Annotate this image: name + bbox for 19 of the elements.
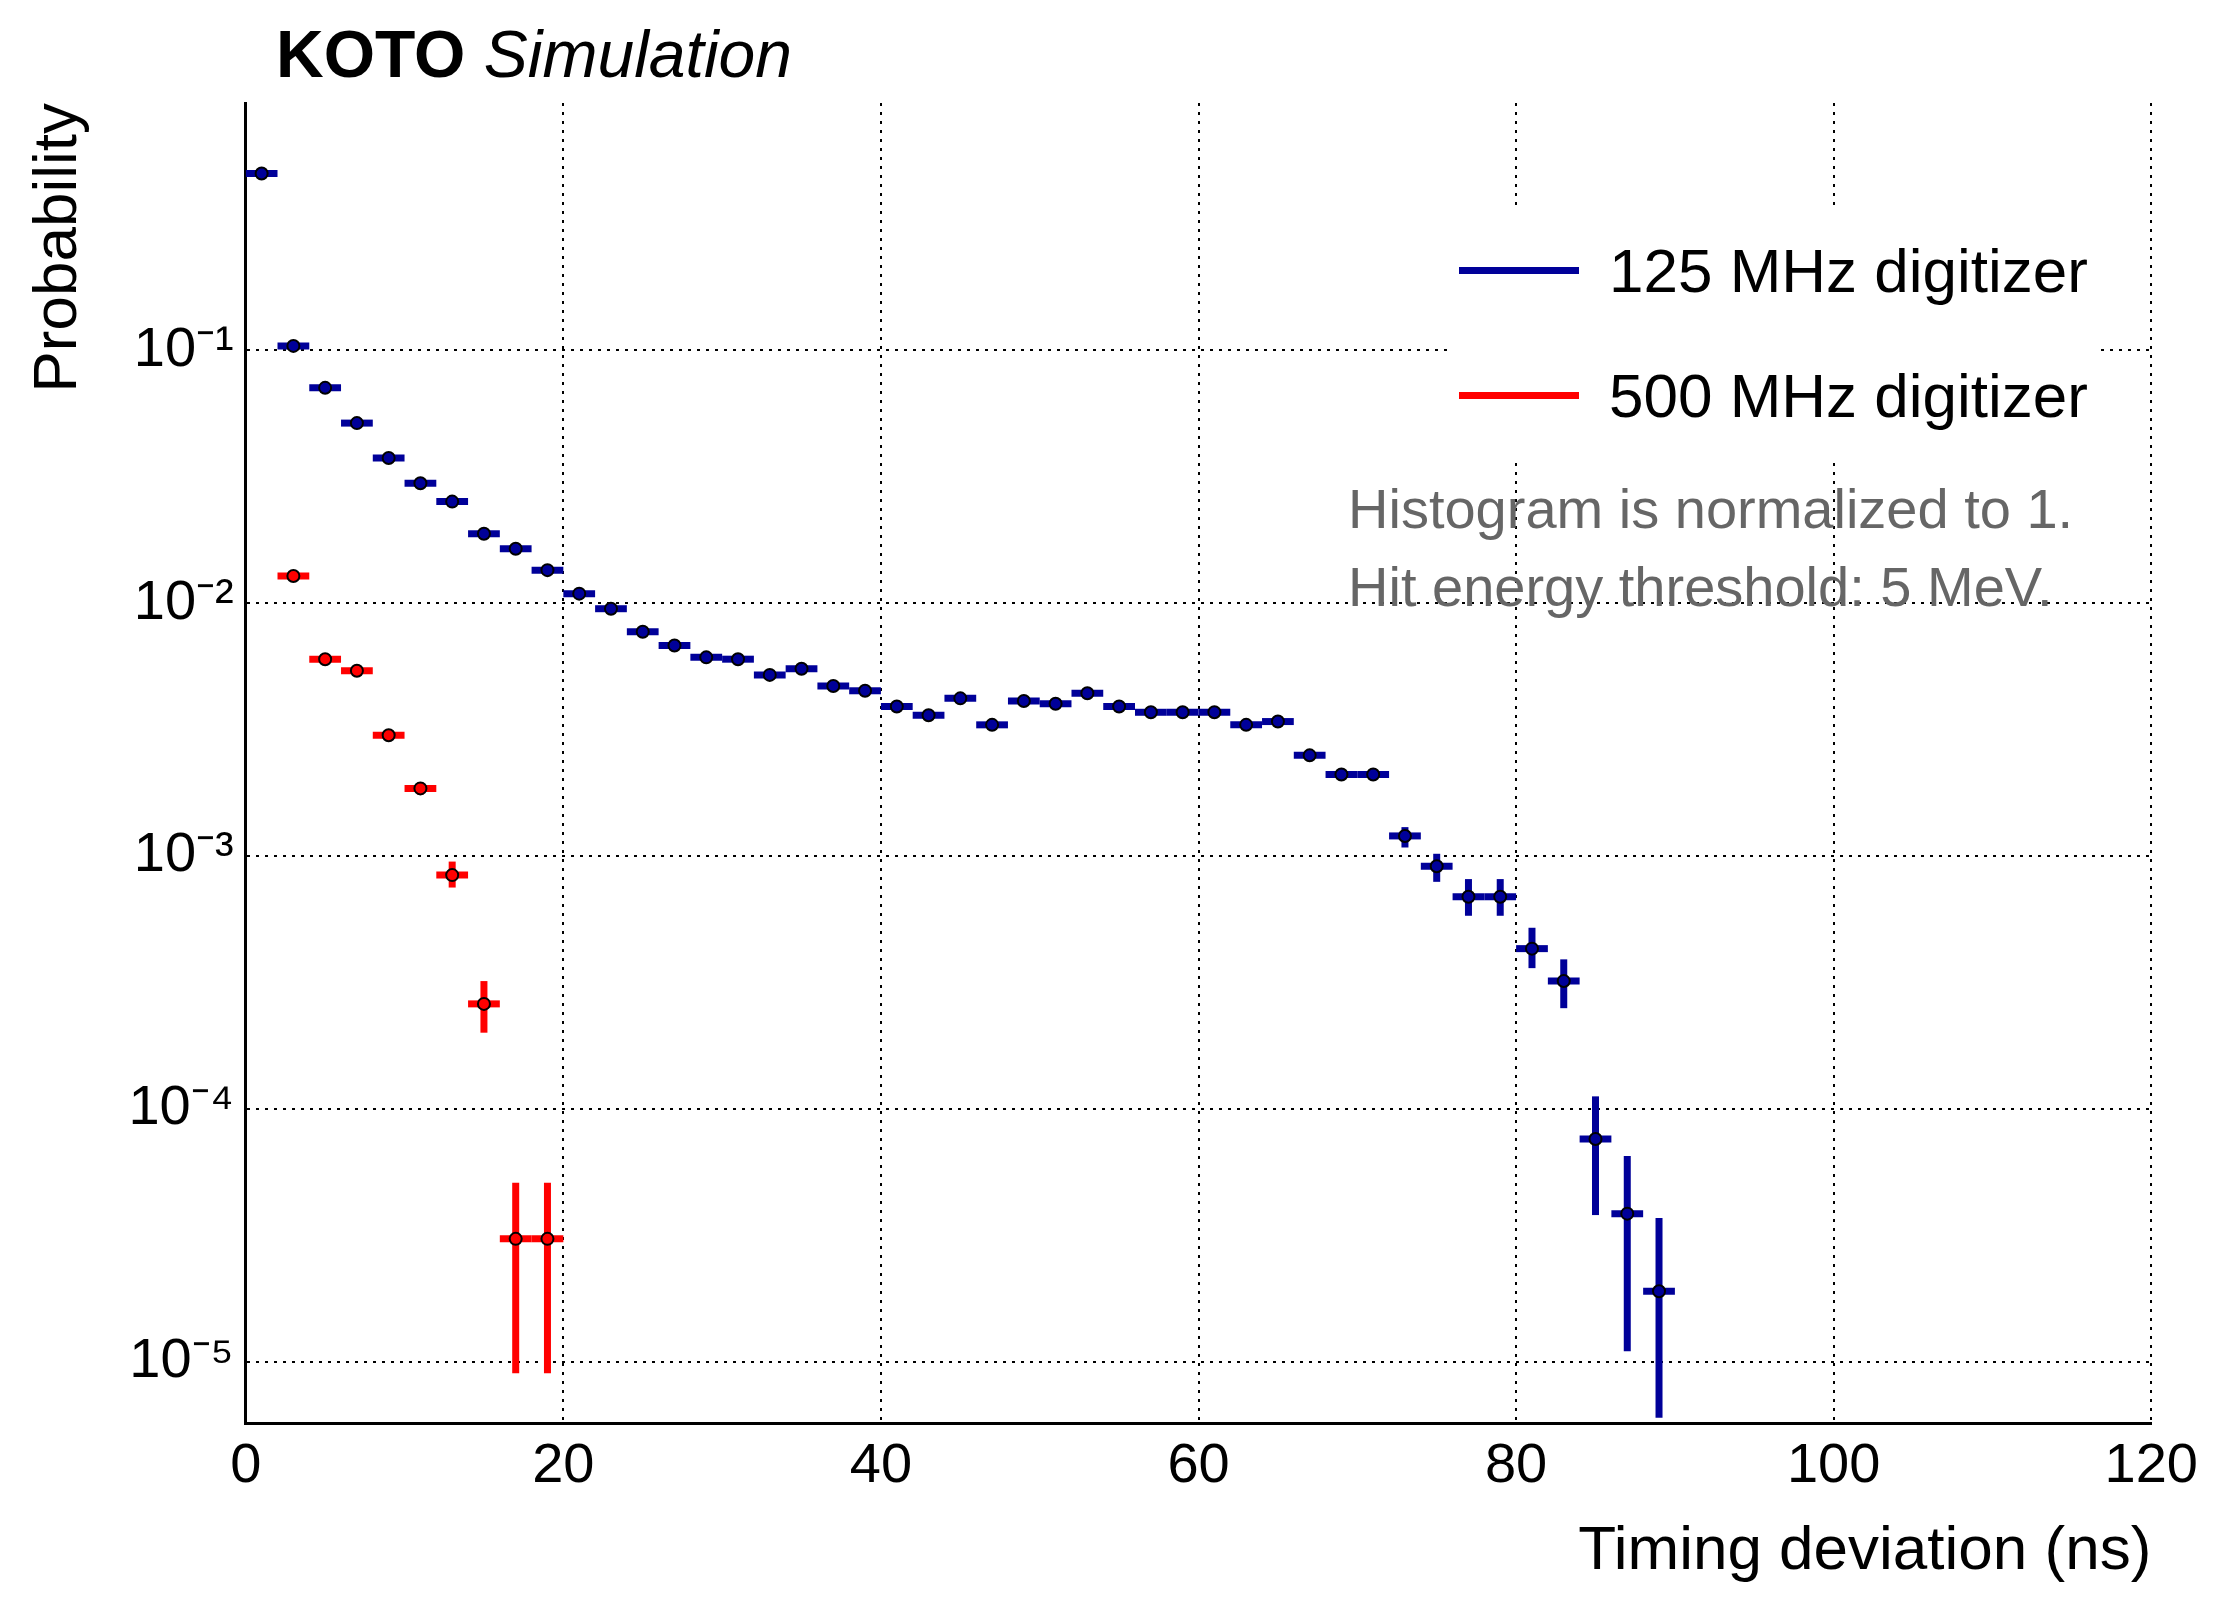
legend-label: 500 MHz digitizer xyxy=(1609,360,2088,431)
x-tick-label: 60 xyxy=(1167,1431,1230,1495)
x-tick-label: 80 xyxy=(1484,1431,1548,1495)
y-tick-label: 10⁻² xyxy=(133,567,234,631)
legend-label: 125 MHz digitizer xyxy=(1609,235,2088,306)
y-axis-title: Probability xyxy=(20,103,90,393)
x-axis-title: Timing deviation (ns) xyxy=(1578,1512,2152,1582)
annotation: Histogram is normalized to 1. xyxy=(1348,476,2074,542)
x-tick-label: 120 xyxy=(2104,1431,2198,1495)
y-tick-label: 10⁻³ xyxy=(133,820,234,884)
annotation: Hit energy threshold: 5 MeV. xyxy=(1348,554,2054,620)
y-tick-label: 10⁻¹ xyxy=(133,314,234,378)
y-tick-label: 10⁻⁵ xyxy=(129,1326,234,1390)
chart-title: KOTO Simulation xyxy=(276,17,792,91)
x-tick-label: 0 xyxy=(230,1431,262,1495)
x-tick-label: 20 xyxy=(532,1431,595,1495)
x-tick-label: 40 xyxy=(849,1431,913,1495)
y-tick-label: 10⁻⁴ xyxy=(128,1073,234,1137)
x-tick-label: 100 xyxy=(1786,1431,1881,1495)
